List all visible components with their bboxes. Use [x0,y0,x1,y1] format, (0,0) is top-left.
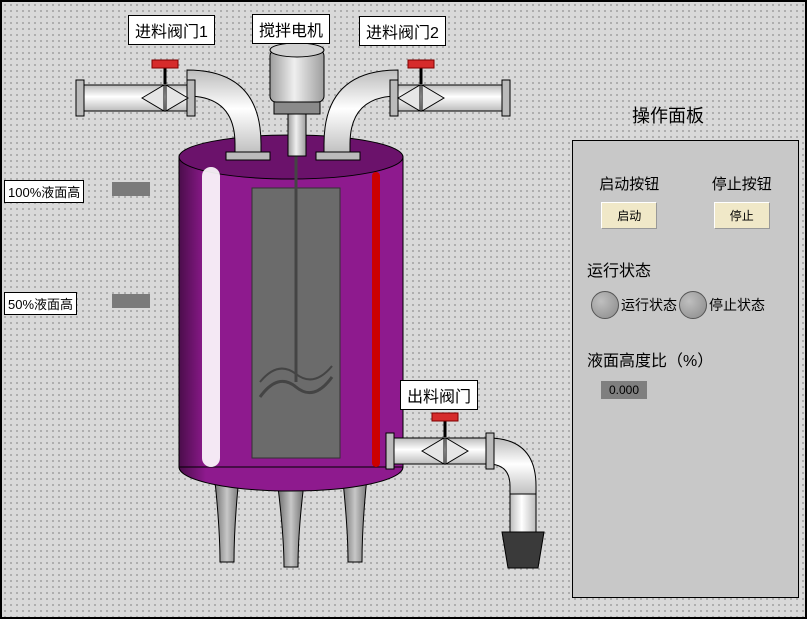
label-level-50: 50%液面高 [4,292,77,315]
tank [179,135,403,491]
label-mixer-motor: 搅拌电机 [252,14,330,44]
start-button[interactable]: 启动 [601,202,657,229]
label-outlet: 出料阀门 [400,380,478,410]
level-mark-100 [112,182,150,196]
panel-title-outer: 操作面板 [632,102,704,128]
control-panel: 启动按钮 启动 停止按钮 停止 运行状态 运行状态 停止状态 液面高度比（%） … [572,140,799,598]
stop-group-label: 停止按钮 [712,173,772,194]
stop-status-lamp [679,291,707,319]
level-mark-50 [112,294,150,308]
level-section-label: 液面高度比（%） [587,347,798,371]
run-status-text: 运行状态 [621,295,677,315]
label-level-100: 100%液面高 [4,180,84,203]
level-value-display: 0.000 [601,381,647,399]
run-status-lamp [591,291,619,319]
label-inlet-1: 进料阀门1 [128,15,215,45]
stop-status-text: 停止状态 [709,295,765,315]
stop-button[interactable]: 停止 [714,202,770,229]
label-inlet-2: 进料阀门2 [359,16,446,46]
run-status-section-label: 运行状态 [587,257,798,281]
inlet-pipe-1 [76,70,270,160]
start-group-label: 启动按钮 [599,173,659,194]
inlet-pipe-2 [316,70,510,160]
hmi-canvas: 进料阀门1 搅拌电机 进料阀门2 出料阀门 100%液面高 50%液面高 操作面… [0,0,807,619]
